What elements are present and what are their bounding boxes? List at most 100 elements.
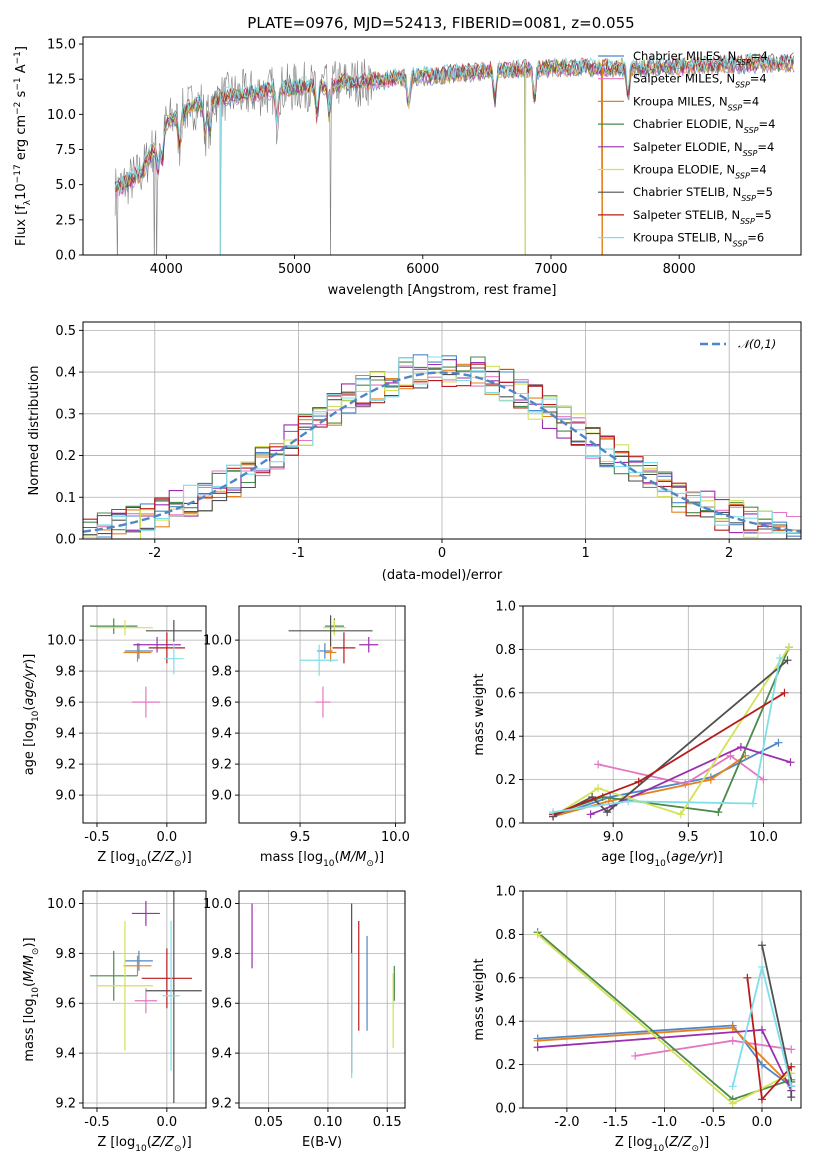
weight-marker-salpeter_miles <box>787 1045 796 1054</box>
errorbar-kroupa_miles <box>123 643 152 662</box>
legend-label-kroupa_stelib: Kroupa STELIB, NSSP=6 <box>633 231 764 249</box>
weight-marker-kroupa_elodie <box>533 930 542 939</box>
y-tick-label: 10.0 <box>47 897 76 912</box>
weight-marker-kroupa_elodie <box>676 810 685 819</box>
spectrum-legend: Chabrier MILES, NSSP=4 Salpeter MILES, NS… <box>598 49 775 248</box>
y-tick-label: 9.6 <box>211 997 232 1012</box>
axes-mass_vs_Z: -0.5 0.0 9.2 9.4 9.6 9.8 10.0 Z [log10(Z/Z⊙)] ma… <box>22 890 207 1154</box>
y-tick-label: 9.6 <box>55 696 76 711</box>
legend-label-chabrier_elodie: Chabrier ELODIE, NSSP=4 <box>633 117 775 135</box>
x-tick-label: -1.0 <box>652 1115 677 1130</box>
weight-marker-salpeter_stelib <box>743 973 752 982</box>
y-tick-label: 9.8 <box>55 947 76 962</box>
weight-marker-salpeter_stelib <box>634 777 643 786</box>
errorbar-chabrier_elodie <box>89 950 138 1001</box>
y-tick-label: 0.2 <box>495 773 516 788</box>
y-tick-label: 0.0 <box>495 817 516 832</box>
errorbar-salpeter_miles <box>315 686 331 718</box>
x-tick-label: -0.5 <box>701 1115 726 1130</box>
y-tick-label: 9.6 <box>55 997 76 1012</box>
y-tick-label: 0.6 <box>495 686 516 701</box>
plot-area-massweight_vs_Z <box>533 928 796 1108</box>
y-tick-label: 9.4 <box>55 727 76 742</box>
weight-marker-salpeter_elodie <box>533 1043 542 1052</box>
weight-marker-salpeter_elodie <box>757 1025 766 1034</box>
y-tick-label: 1.0 <box>495 885 516 900</box>
weight-marker-salpeter_miles <box>759 775 768 784</box>
axes-frame <box>522 605 802 824</box>
x-axis-label: age [log10(age/yr)] <box>601 850 723 869</box>
weight-marker-chabrier_stelib <box>603 808 612 817</box>
axes-frame <box>522 890 802 1109</box>
legend-label-chabrier_stelib: Chabrier STELIB, NSSP=5 <box>633 185 773 203</box>
x-tick-label: 9.5 <box>290 830 311 845</box>
axes-massweight_vs_Z: -2.0 -1.5 -1.0 -0.5 0.0 0.0 0.2 0.4 0.6 0.8 1.0 mas… <box>472 885 802 1154</box>
spectrum-model-kroupa_stelib <box>114 52 794 192</box>
weight-marker-kroupa_miles <box>706 775 715 784</box>
legend-label-chabrier_miles: Chabrier MILES, NSSP=4 <box>633 49 768 67</box>
x-axis-label: mass [log10(M/M⊙)] <box>260 850 384 869</box>
axes-frame <box>238 890 406 1109</box>
axes-residuals: -2 -1 0 1 2 0.0 0.1 0.2 0.3 0.4 0.5 𝒩(0,1) (data-mod… <box>27 321 802 583</box>
weight-marker-salpeter_miles <box>594 760 603 769</box>
y-tick-label: 0.6 <box>495 971 516 986</box>
errorbar-chabrier_miles <box>124 950 153 971</box>
y-tick-label: 0.0 <box>55 533 76 548</box>
errorbar-kroupa_stelib <box>164 643 184 675</box>
axes-age_vs_Z: -0.5 0.0 9.0 9.2 9.4 9.6 9.8 10.0 Z [log10(Z/Z⊙)… <box>22 605 207 869</box>
axes-massweight_vs_age: 9.0 9.5 10.0 0.0 0.2 0.4 0.6 0.8 1.0 mass weight a… <box>472 600 802 869</box>
errorbar-salpeter_miles <box>131 686 160 718</box>
weight-marker-salpeter_miles <box>726 751 735 760</box>
y-tick-label: 1.0 <box>495 600 516 615</box>
x-tick-label: 0.0 <box>157 1115 178 1130</box>
x-tick-label: 0.10 <box>313 1115 342 1130</box>
weight-marker-salpeter_stelib <box>757 1095 766 1104</box>
weight-marker-kroupa_elodie <box>784 643 793 652</box>
weight-marker-kroupa_stelib <box>775 654 784 663</box>
y-tick-label: 9.8 <box>211 665 232 680</box>
axes-frame <box>82 36 802 256</box>
y-tick-label: 9.8 <box>55 665 76 680</box>
axes-frame <box>82 890 207 1109</box>
histogram-salpeter_stelib <box>83 363 801 539</box>
legend-label-kroupa_elodie: Kroupa ELODIE, NSSP=4 <box>633 163 767 181</box>
y-tick-label: 0.2 <box>495 1058 516 1073</box>
y-tick-label: 9.0 <box>211 789 232 804</box>
weight-marker-kroupa_stelib <box>624 797 633 806</box>
x-tick-label: 10.0 <box>749 830 778 845</box>
weight-line-kroupa_stelib <box>552 657 781 813</box>
y-tick-label: 0.8 <box>495 928 516 943</box>
x-tick-label: 0.15 <box>373 1115 402 1130</box>
weight-marker-kroupa_elodie <box>594 784 603 793</box>
x-tick-label: 8000 <box>663 262 696 277</box>
x-axis-label: wavelength [Angstrom, rest frame] <box>328 283 557 298</box>
y-tick-label: 9.0 <box>55 789 76 804</box>
y-tick-label: 9.8 <box>211 947 232 962</box>
y-tick-label: 9.2 <box>55 1097 76 1112</box>
y-tick-label: 0.8 <box>495 643 516 658</box>
weight-marker-salpeter_miles <box>728 1036 737 1045</box>
x-axis-label: E(B-V) <box>302 1135 342 1150</box>
x-axis-label: Z [log10(Z/Z⊙)] <box>97 1135 191 1154</box>
weight-marker-salpeter_stelib <box>780 688 789 697</box>
y-tick-label: 9.4 <box>211 727 232 742</box>
y-tick-label: 7.5 <box>55 143 76 158</box>
errorbar-salpeter_miles <box>134 988 158 1014</box>
plot-area-massweight_vs_age <box>549 643 795 821</box>
x-tick-label: 0.05 <box>254 1115 283 1130</box>
x-axis-label: (data-model)/error <box>382 568 503 583</box>
errorbar-chabrier_miles <box>124 643 153 659</box>
legend-label-salpeter_stelib: Salpeter STELIB, NSSP=5 <box>633 208 772 226</box>
x-tick-label: -1 <box>292 546 305 561</box>
legend-label-salpeter_elodie: Salpeter ELODIE, NSSP=4 <box>633 140 774 158</box>
y-tick-label: 2.5 <box>55 213 76 228</box>
weight-marker-kroupa_elodie <box>728 1099 737 1108</box>
plot-area-age_vs_mass <box>288 615 379 718</box>
x-tick-label: 7000 <box>534 262 567 277</box>
y-axis-label: Normed distribution <box>27 366 42 496</box>
legend-label-kroupa_miles: Kroupa MILES, NSSP=4 <box>633 94 759 112</box>
y-tick-label: 0.0 <box>55 249 76 264</box>
weight-marker-chabrier_stelib <box>787 1093 796 1102</box>
y-tick-label: 9.6 <box>211 696 232 711</box>
